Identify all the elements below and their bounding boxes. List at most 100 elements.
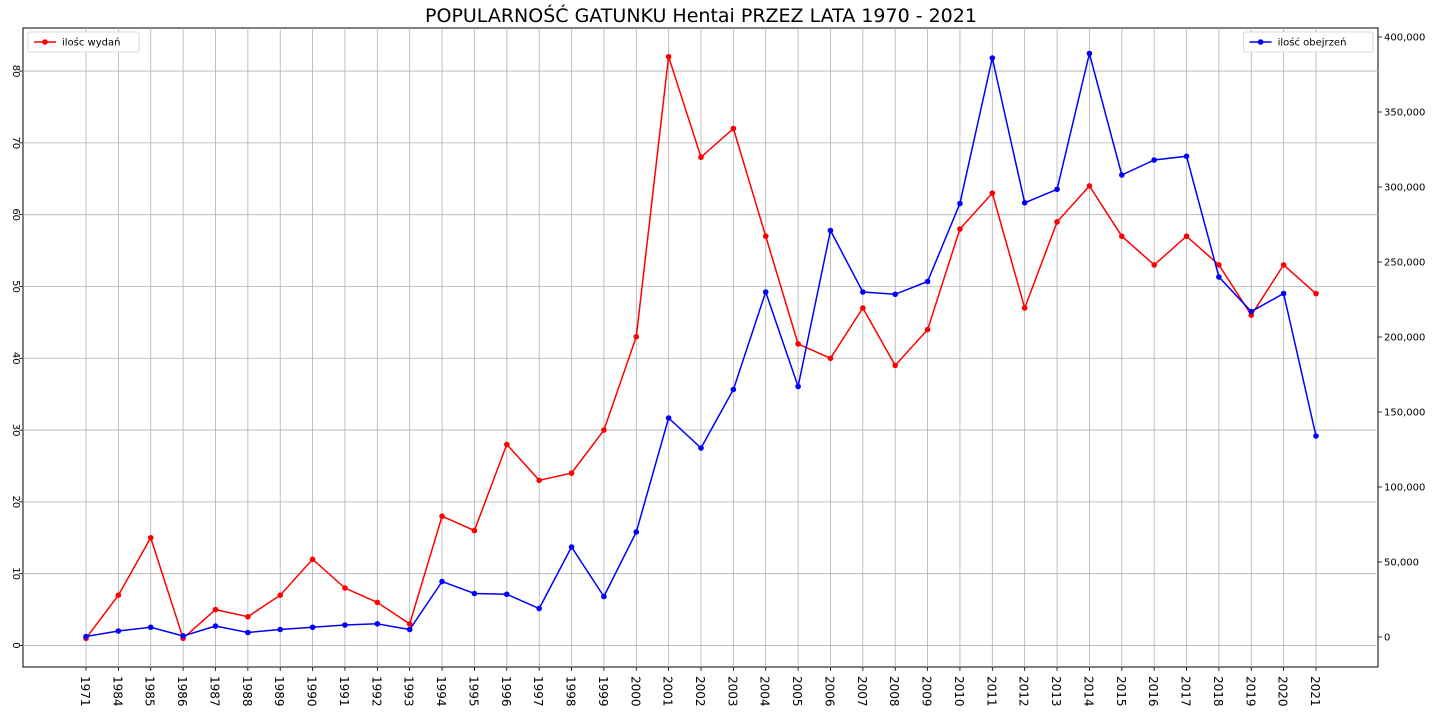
data-point-views <box>471 590 478 597</box>
data-point-releases <box>1216 262 1222 268</box>
x-tick-label: 1991 <box>337 676 351 707</box>
data-point-views <box>698 445 704 451</box>
data-point-views <box>439 578 445 585</box>
x-tick-label: 2002 <box>693 676 707 707</box>
y-tick-label: 50 <box>10 280 21 293</box>
y2-tick-label: 100,000 <box>1384 483 1425 494</box>
data-point-views <box>374 621 381 627</box>
data-point-views <box>827 227 834 234</box>
y2-tick-label: 0 <box>1384 633 1390 644</box>
x-tick-label: 1985 <box>143 676 157 707</box>
y2-tick-label: 150,000 <box>1384 408 1425 419</box>
data-point-views <box>860 289 866 295</box>
data-point-views <box>180 633 186 639</box>
data-point-views <box>665 415 672 421</box>
data-point-views <box>1248 308 1255 315</box>
data-point-releases <box>1183 233 1190 240</box>
x-tick-label: 2016 <box>1146 676 1160 707</box>
data-point-releases <box>568 470 575 476</box>
x-tick-label: 2017 <box>1179 676 1193 707</box>
data-point-releases <box>147 534 154 541</box>
data-point-releases <box>342 585 348 591</box>
x-tick-label: 1986 <box>175 676 189 707</box>
plot-area <box>22 27 1379 668</box>
x-tick-label: 2004 <box>758 676 772 707</box>
data-point-releases <box>1280 262 1287 268</box>
y-tick-label: 80 <box>10 65 21 78</box>
data-point-views <box>924 278 931 285</box>
x-tick-label: 2003 <box>725 676 739 707</box>
data-point-releases <box>536 477 542 484</box>
data-point-views <box>1313 433 1319 439</box>
data-point-views <box>892 291 899 298</box>
y-tick-label: 30 <box>10 424 21 437</box>
legend-label: ilośc wydań <box>62 37 120 49</box>
series-layer <box>83 50 1319 642</box>
x-tick-label: 2009 <box>920 676 934 707</box>
data-point-views <box>957 200 963 207</box>
data-point-views <box>762 289 769 295</box>
data-point-views <box>1151 157 1157 163</box>
x-tick-label: 2011 <box>984 676 998 707</box>
data-point-views <box>277 626 284 633</box>
x-tick-label: 2006 <box>822 676 836 707</box>
y-tick-label: 0 <box>10 642 21 648</box>
x-tick-label: 2001 <box>661 676 675 707</box>
x-tick-label: 1997 <box>531 676 545 707</box>
data-point-views <box>503 591 510 598</box>
x-tick-label: 1971 <box>78 676 92 707</box>
data-point-views <box>568 544 575 550</box>
x-tick-label: 1999 <box>596 676 610 707</box>
data-point-views <box>1216 274 1222 280</box>
x-tick-label: 2013 <box>1049 676 1063 707</box>
x-tick-label: 2021 <box>1308 676 1322 707</box>
x-tick-label: 2020 <box>1276 676 1290 707</box>
data-point-views <box>989 55 996 61</box>
data-point-releases <box>601 427 607 433</box>
data-point-views <box>1118 172 1125 178</box>
x-tick-label: 2015 <box>1114 676 1128 707</box>
x-tick-label: 2000 <box>628 676 642 707</box>
y-tick-label: 20 <box>10 495 21 508</box>
y-tick-label: 60 <box>10 208 21 221</box>
data-point-releases <box>1313 290 1319 297</box>
data-point-releases <box>795 341 801 347</box>
data-point-views <box>1280 290 1287 297</box>
data-point-releases <box>730 125 737 132</box>
x-tick-label: 1987 <box>207 676 221 707</box>
y2-tick-label: 250,000 <box>1384 258 1425 269</box>
data-point-releases <box>439 513 445 520</box>
y2-tick-label: 200,000 <box>1384 333 1425 344</box>
data-point-releases <box>1086 183 1093 189</box>
data-point-views <box>536 605 542 612</box>
x-tick-label: 1989 <box>272 676 286 707</box>
data-point-releases <box>762 233 769 240</box>
x-tick-label: 1995 <box>466 676 480 707</box>
data-point-views <box>245 629 251 636</box>
data-point-views <box>309 624 316 631</box>
x-tick-label: 1994 <box>434 676 448 707</box>
x-tick-label: 2018 <box>1211 676 1225 707</box>
data-point-releases <box>1054 219 1060 225</box>
data-point-releases <box>860 305 866 311</box>
data-point-views <box>1086 50 1093 57</box>
x-tick-label: 1996 <box>499 676 513 707</box>
x-tick-label: 2010 <box>952 676 966 707</box>
data-point-releases <box>374 599 381 606</box>
data-point-releases <box>698 154 704 161</box>
data-point-releases <box>115 592 122 599</box>
x-tick-label: 1990 <box>305 676 319 707</box>
legend-left: ilośc wydań <box>27 31 140 53</box>
axes: 1971 1984 1985 1986 1987 1988 1989 1990 1991 1992… <box>10 33 1425 707</box>
data-point-releases <box>1151 262 1157 268</box>
data-point-views <box>1183 153 1190 160</box>
data-point-views <box>212 623 219 629</box>
x-tick-label: 2019 <box>1243 676 1257 707</box>
data-point-releases <box>503 441 510 448</box>
grid <box>23 28 1378 667</box>
legend-right: ilość obejrzeń <box>1243 31 1374 53</box>
data-point-views <box>601 593 607 600</box>
x-tick-label: 1992 <box>369 676 383 707</box>
x-tick-label: 2008 <box>887 676 901 707</box>
data-point-views <box>342 622 348 628</box>
